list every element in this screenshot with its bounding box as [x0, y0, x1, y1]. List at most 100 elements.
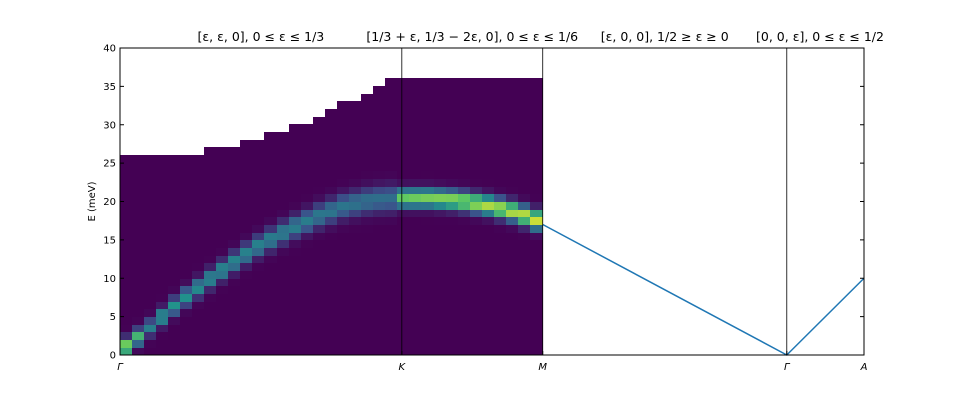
heatmap-cell [216, 270, 229, 279]
heatmap-cell [301, 347, 314, 355]
heatmap-cell [325, 324, 338, 332]
heatmap-cell [289, 209, 302, 217]
heatmap-cell [132, 186, 145, 194]
heatmap-cell [132, 270, 145, 279]
heatmap-cell [192, 270, 205, 279]
heatmap-cell [349, 316, 362, 325]
heatmap-cell [397, 301, 410, 309]
heatmap-cell [168, 224, 181, 233]
heatmap-cell [277, 339, 290, 348]
heatmap-cell [446, 86, 459, 95]
heatmap-cell [397, 316, 410, 325]
heatmap-cell [289, 285, 302, 294]
heatmap-cell [506, 193, 519, 202]
heatmap-cell [168, 163, 181, 171]
heatmap-cell [132, 155, 145, 164]
heatmap-cell [120, 331, 133, 340]
heatmap-cell [446, 178, 459, 187]
heatmap-cell [240, 209, 253, 217]
heatmap-cell [434, 224, 447, 233]
heatmap-cell [385, 293, 398, 302]
heatmap-cell [301, 224, 314, 233]
heatmap-cell [421, 324, 435, 332]
heatmap-cell [301, 201, 314, 210]
heatmap-cell [216, 316, 229, 325]
heatmap-cell [361, 186, 374, 194]
heatmap-cell [301, 301, 314, 309]
heatmap-cell [192, 216, 205, 225]
heatmap-cell [506, 94, 519, 102]
heatmap-cell [168, 293, 181, 302]
heatmap-cell [325, 140, 338, 148]
heatmap-cell [434, 86, 447, 95]
heatmap-cell [168, 301, 181, 309]
heatmap-cell [264, 255, 278, 263]
heatmap-cell [264, 278, 278, 286]
heatmap-cell [409, 163, 422, 171]
heatmap-cell [506, 308, 519, 317]
heatmap-cell [252, 308, 265, 317]
heatmap-cell [132, 331, 145, 340]
heatmap-cell [204, 316, 217, 325]
heatmap-cell [192, 308, 205, 317]
heatmap-cell [446, 308, 459, 317]
heatmap-cell [494, 247, 507, 256]
heatmap-cell [120, 339, 133, 348]
heatmap-cell [373, 186, 386, 194]
heatmap-cell [482, 193, 495, 202]
heatmap-cell [482, 247, 495, 256]
heatmap-cell [458, 224, 471, 233]
heatmap-cell [494, 262, 507, 271]
heatmap-cell [373, 316, 386, 325]
heatmap-cell [494, 78, 507, 87]
heatmap-cell [446, 232, 459, 240]
heatmap-cell [385, 270, 398, 279]
heatmap-cell [373, 347, 386, 355]
heatmap-cell [421, 178, 435, 187]
heatmap-cell [434, 216, 447, 225]
heatmap-cell [252, 247, 265, 256]
heatmap-cell [337, 278, 350, 286]
heatmap-cell [216, 147, 229, 156]
heatmap-cell [482, 109, 495, 118]
heatmap-cell [361, 247, 374, 256]
heatmap-cell [409, 124, 422, 133]
heatmap-cell [349, 132, 362, 141]
heatmap-cell [470, 216, 483, 225]
heatmap-cell [482, 117, 495, 125]
heatmap-cell [361, 201, 374, 210]
heatmap-cell [421, 331, 435, 340]
heatmap-cell [240, 178, 253, 187]
heatmap-cell [313, 255, 326, 263]
heatmap-cell [204, 255, 217, 263]
heatmap-cell [120, 209, 133, 217]
heatmap-cell [180, 163, 193, 171]
heatmap-cell [446, 78, 459, 87]
heatmap-cell [120, 293, 133, 302]
heatmap-cell [506, 109, 519, 118]
heatmap-cell [301, 140, 314, 148]
heatmap-cell [132, 308, 145, 317]
heatmap-cell [397, 117, 410, 125]
heatmap-cell [518, 178, 531, 187]
heatmap-cell [313, 224, 326, 233]
heatmap-cell [180, 270, 193, 279]
heatmap-cell [446, 140, 459, 148]
heatmap-cell [325, 339, 338, 348]
heatmap-cell [409, 339, 422, 348]
heatmap-cell [373, 239, 386, 248]
heatmap-cell [397, 216, 410, 225]
heatmap-cell [204, 170, 217, 179]
heatmap-cell [470, 247, 483, 256]
heatmap-cell [132, 285, 145, 294]
heatmap-cell [409, 324, 422, 332]
heatmap-cell [518, 201, 531, 210]
heatmap-cell [458, 78, 471, 87]
heatmap-cell [434, 324, 447, 332]
heatmap-cell [349, 186, 362, 194]
heatmap-cell [180, 201, 193, 210]
heatmap-cell [204, 278, 217, 286]
heatmap-cell [458, 201, 471, 210]
heatmap-cell [301, 324, 314, 332]
heatmap-cell [470, 94, 483, 102]
